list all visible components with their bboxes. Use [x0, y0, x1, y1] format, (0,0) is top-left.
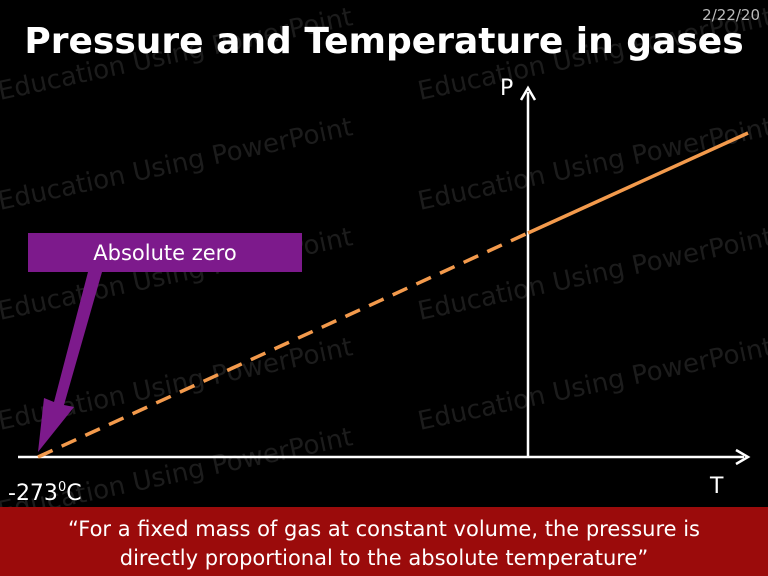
pressure-line	[527, 131, 749, 235]
callout-box	[28, 233, 302, 272]
zero-number: -273	[8, 481, 58, 506]
y-axis-arrow	[519, 85, 537, 101]
x-axis-arrow	[735, 448, 751, 466]
zero-label: -2730C	[8, 480, 82, 506]
x-axis-label: T	[709, 474, 724, 499]
callout-text: Absolute zero	[93, 241, 236, 265]
footer-band	[0, 507, 768, 576]
footer-line: “For a fixed mass of gas at constant vol…	[68, 517, 700, 541]
zero-unit: C	[66, 481, 81, 506]
title: Pressure and Temperature in gases	[24, 21, 743, 62]
callout-arrow	[38, 272, 102, 452]
date: 2/22/20	[702, 6, 760, 24]
zero-degree: 0	[58, 480, 66, 495]
extrapolated-line	[37, 231, 529, 459]
y-axis-label: P	[500, 76, 513, 101]
footer-line: directly proportional to the absolute te…	[120, 546, 648, 570]
